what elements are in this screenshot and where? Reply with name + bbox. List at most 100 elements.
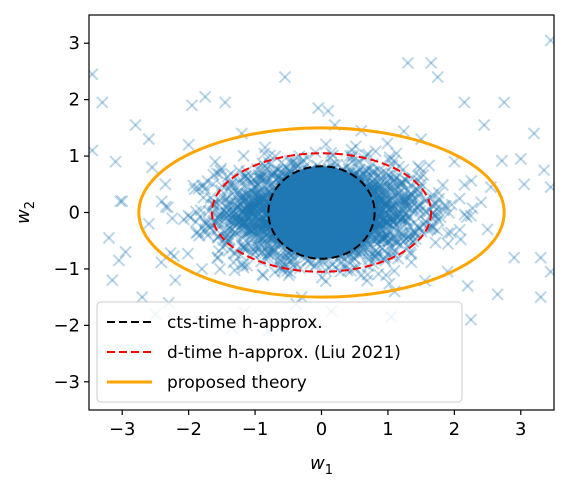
scatter-point [242, 173, 255, 186]
scatter-point [373, 222, 387, 235]
scatter-point [202, 219, 215, 232]
plot-area [89, 34, 554, 338]
scatter-point [384, 219, 398, 232]
scatter-point [384, 180, 397, 193]
scatter-point [380, 175, 394, 189]
scatter-point [381, 170, 394, 183]
scatter-point [376, 232, 390, 245]
scatter-point [243, 223, 257, 237]
scatter-point [282, 252, 296, 265]
scatter-point [238, 227, 252, 241]
scatter-point [372, 225, 385, 238]
scatter-point [242, 216, 256, 229]
scatter-point [381, 174, 394, 187]
scatter-point [189, 205, 203, 218]
scatter-point [249, 239, 263, 253]
scatter-point [251, 207, 264, 220]
scatter-point [213, 168, 226, 181]
scatter-point [441, 237, 455, 251]
scatter-point [262, 251, 275, 264]
scatter-point [387, 182, 400, 196]
scatter-point [276, 172, 289, 185]
scatter-point [232, 213, 246, 226]
scatter-point [218, 225, 231, 239]
scatter-point [255, 202, 269, 216]
scatter-point [373, 231, 386, 244]
scatter-point [359, 170, 373, 183]
scatter-point [398, 189, 411, 202]
scatter-point [221, 201, 234, 215]
scatter-point [262, 237, 275, 251]
scatter-point [368, 177, 381, 190]
scatter-point [379, 210, 393, 223]
scatter-point [267, 165, 281, 178]
scatter-point [391, 188, 405, 201]
scatter-point [389, 224, 403, 237]
scatter-point [247, 243, 260, 257]
scatter-point [219, 192, 233, 206]
scatter-point [255, 192, 268, 205]
scatter-point [366, 180, 379, 194]
scatter-point [367, 166, 380, 179]
scatter-point [367, 166, 380, 179]
scatter-point [233, 214, 247, 228]
scatter-point [240, 204, 253, 217]
scatter-point [381, 216, 395, 229]
scatter-point [397, 203, 410, 217]
scatter-point [360, 164, 373, 178]
scatter-point [396, 235, 410, 248]
scatter-point [296, 154, 310, 167]
scatter-point [383, 182, 397, 195]
scatter-point [380, 216, 393, 230]
scatter-point [282, 245, 295, 258]
scatter-point [381, 229, 395, 243]
scatter-point [415, 225, 428, 238]
scatter-point [368, 235, 382, 248]
scatter-point [353, 247, 367, 260]
scatter-point [369, 192, 383, 205]
scatter-point [263, 149, 277, 162]
scatter-point [255, 232, 269, 245]
scatter-point [255, 217, 269, 230]
scatter-point [229, 201, 242, 214]
scatter-point [458, 208, 471, 221]
scatter-point [251, 239, 264, 252]
scatter-point [368, 165, 382, 178]
scatter-point [394, 196, 408, 210]
scatter-point [351, 166, 364, 179]
scatter-point [388, 218, 402, 232]
scatter-point [400, 232, 413, 246]
scatter-point [231, 200, 244, 214]
scatter-point [258, 160, 271, 173]
scatter-point [250, 204, 263, 218]
scatter-point [445, 198, 458, 211]
scatter-point [404, 178, 418, 191]
scatter-point [361, 175, 374, 188]
scatter-point [238, 201, 251, 215]
scatter-point [248, 217, 262, 230]
scatter-point [258, 224, 272, 237]
scatter-point [252, 168, 265, 182]
scatter-point [257, 169, 270, 183]
scatter-point [442, 206, 456, 220]
scatter-point [373, 215, 386, 228]
scatter-point [258, 221, 271, 235]
scatter-point [237, 149, 250, 163]
scatter-point [253, 212, 267, 226]
scatter-point [287, 251, 300, 265]
scatter-point [233, 197, 247, 210]
scatter-point [229, 225, 242, 238]
scatter-point [237, 171, 250, 184]
scatter-point [266, 168, 279, 182]
scatter-point [256, 215, 269, 229]
scatter-point [401, 230, 415, 244]
scatter-point [381, 179, 394, 193]
scatter-point [203, 221, 217, 234]
scatter-point [335, 256, 348, 270]
scatter-point [385, 204, 398, 218]
scatter-point [386, 189, 400, 203]
scatter-point [373, 217, 386, 231]
scatter-point [258, 221, 271, 235]
scatter-point [390, 236, 404, 250]
scatter-point [372, 192, 385, 205]
